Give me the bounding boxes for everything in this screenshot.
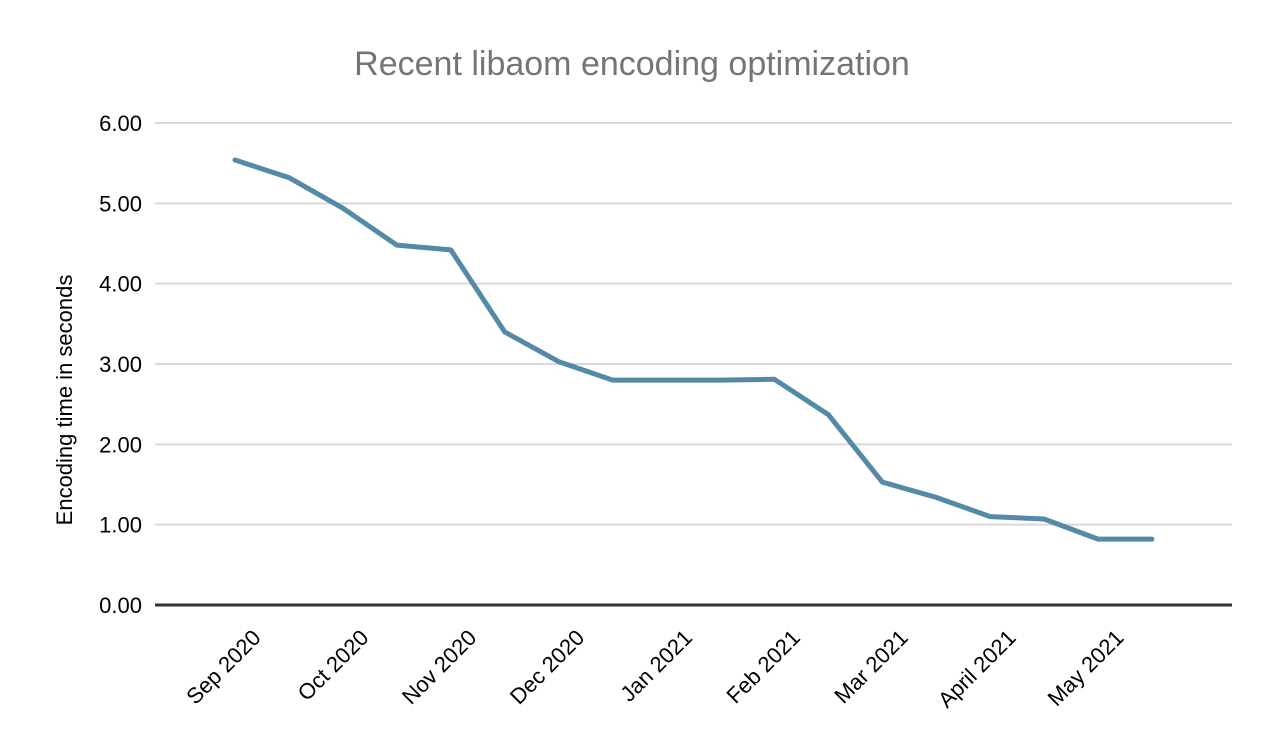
x-tick-label: Jan 2021 [615,625,697,707]
x-tick-label: Oct 2020 [293,625,374,706]
y-tick-label: 5.00 [99,191,142,216]
series-line [232,157,1155,542]
x-tick-label: May 2021 [1043,625,1129,711]
x-tick-label: Dec 2020 [505,625,589,709]
y-tick-label: 0.00 [99,593,142,618]
y-tick-label: 4.00 [99,272,142,297]
x-tick-label: April 2021 [933,625,1021,713]
x-tick-label: Sep 2020 [181,625,265,709]
y-tick-label: 1.00 [99,513,142,538]
x-tick-label: Mar 2021 [829,625,912,708]
x-tick-label: Feb 2021 [722,625,805,708]
chart-title: Recent libaom encoding optimization [354,45,910,83]
x-tick-label: Nov 2020 [397,625,481,709]
axis-labels-layer: 0.00 1.00 2.00 3.00 4.00 5.00 6.00 Sep 2020 Oct … [99,111,1128,713]
series-layer [232,157,1155,542]
y-tick-label: 2.00 [99,432,142,457]
y-tick-label: 6.00 [99,111,142,136]
y-axis-title: Encoding time in seconds [52,275,77,526]
y-tick-label: 3.00 [99,352,142,377]
